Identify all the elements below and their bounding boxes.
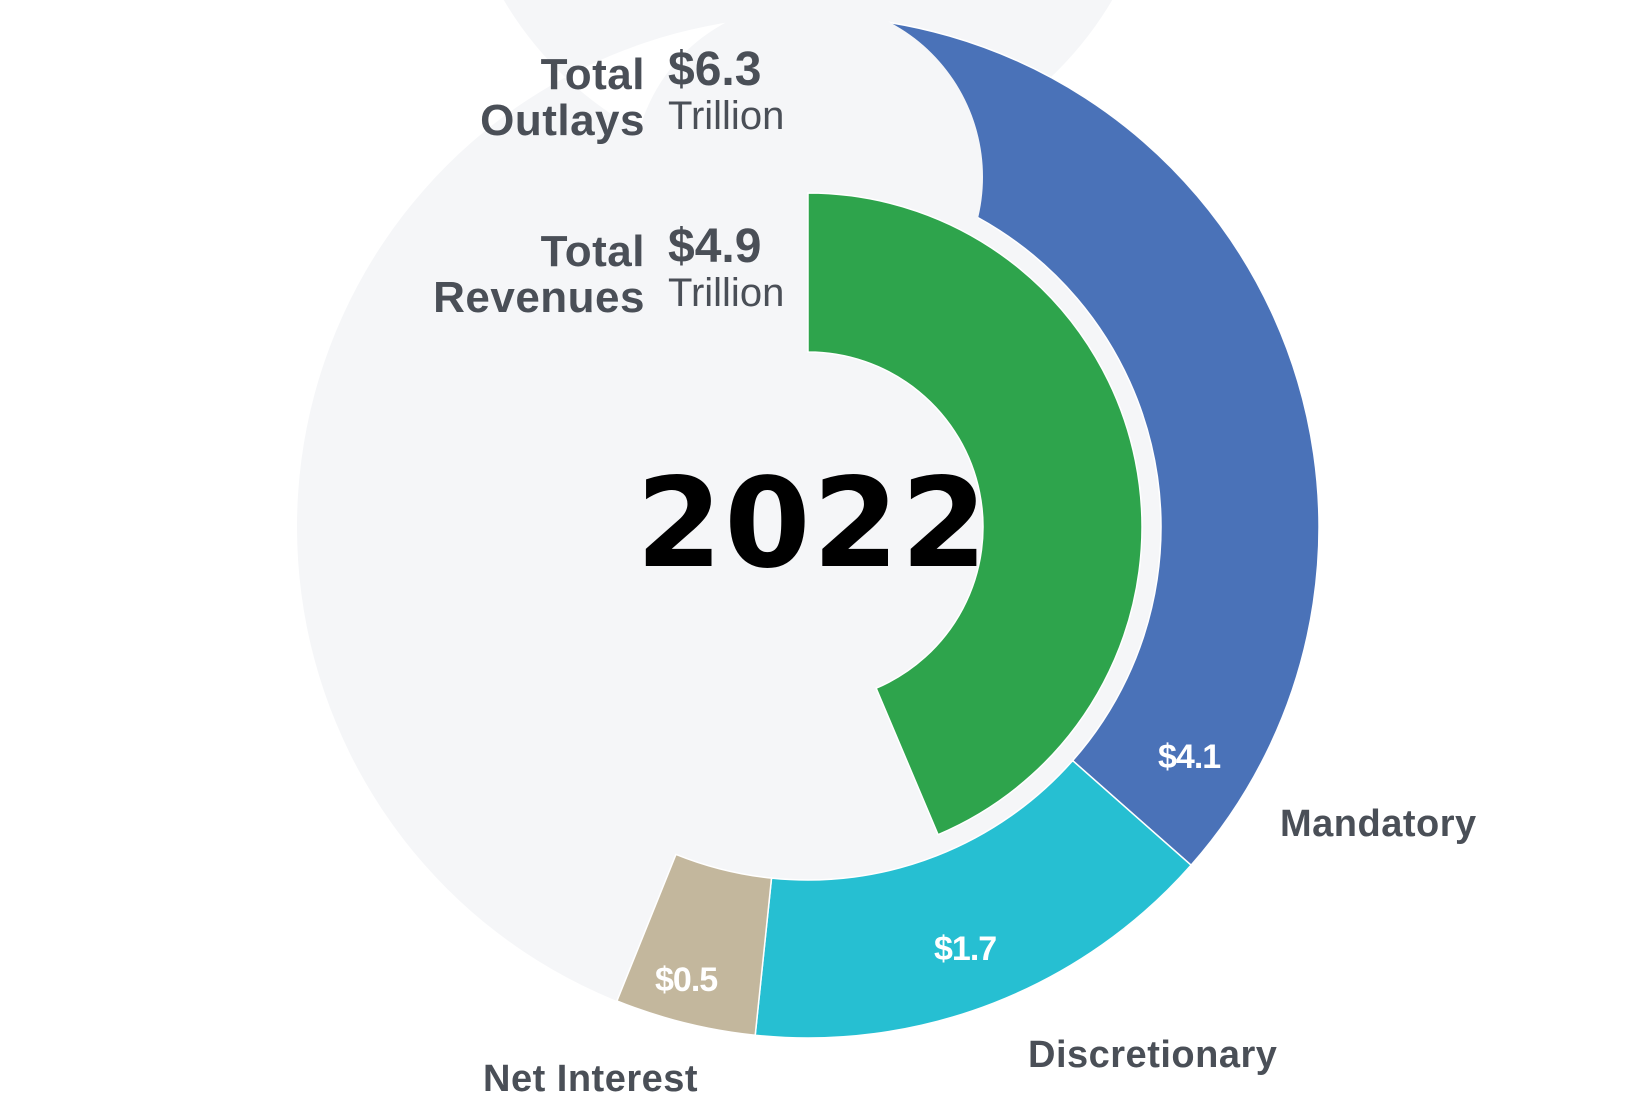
total-outlays-label: Total Outlays	[480, 52, 645, 144]
center-year: 2022	[636, 452, 990, 596]
discretionary-value: $1.7	[934, 930, 997, 968]
mandatory-value: $4.1	[1158, 738, 1221, 776]
inner-ring-revenues	[473, 1, 1143, 861]
mandatory-label: Mandatory	[1280, 803, 1477, 845]
total-revenues-unit: Trillion	[668, 271, 785, 315]
total-outlays-amount: $6.3	[668, 43, 762, 96]
total-revenues-amount: $4.9	[668, 220, 762, 273]
total-revenues-line2: Revenues	[433, 273, 645, 322]
total-revenues-label: Total Revenues	[433, 229, 645, 321]
net-interest-value: $0.5	[655, 961, 718, 999]
total-outlays-value: $6.3 Trillion	[668, 43, 785, 139]
segment-net-interest	[615, 853, 773, 1037]
segment-revenues	[807, 192, 1143, 836]
total-outlays-line2: Outlays	[480, 96, 645, 145]
total-outlays-line1: Total	[540, 50, 645, 99]
total-revenues-line1: Total	[540, 227, 645, 276]
total-outlays-unit: Trillion	[668, 94, 785, 138]
net-interest-label: Net Interest	[483, 1058, 699, 1100]
total-revenues-value: $4.9 Trillion	[668, 220, 785, 316]
discretionary-label: Discretionary	[1028, 1034, 1278, 1076]
segment-mandatory	[807, 15, 1320, 867]
